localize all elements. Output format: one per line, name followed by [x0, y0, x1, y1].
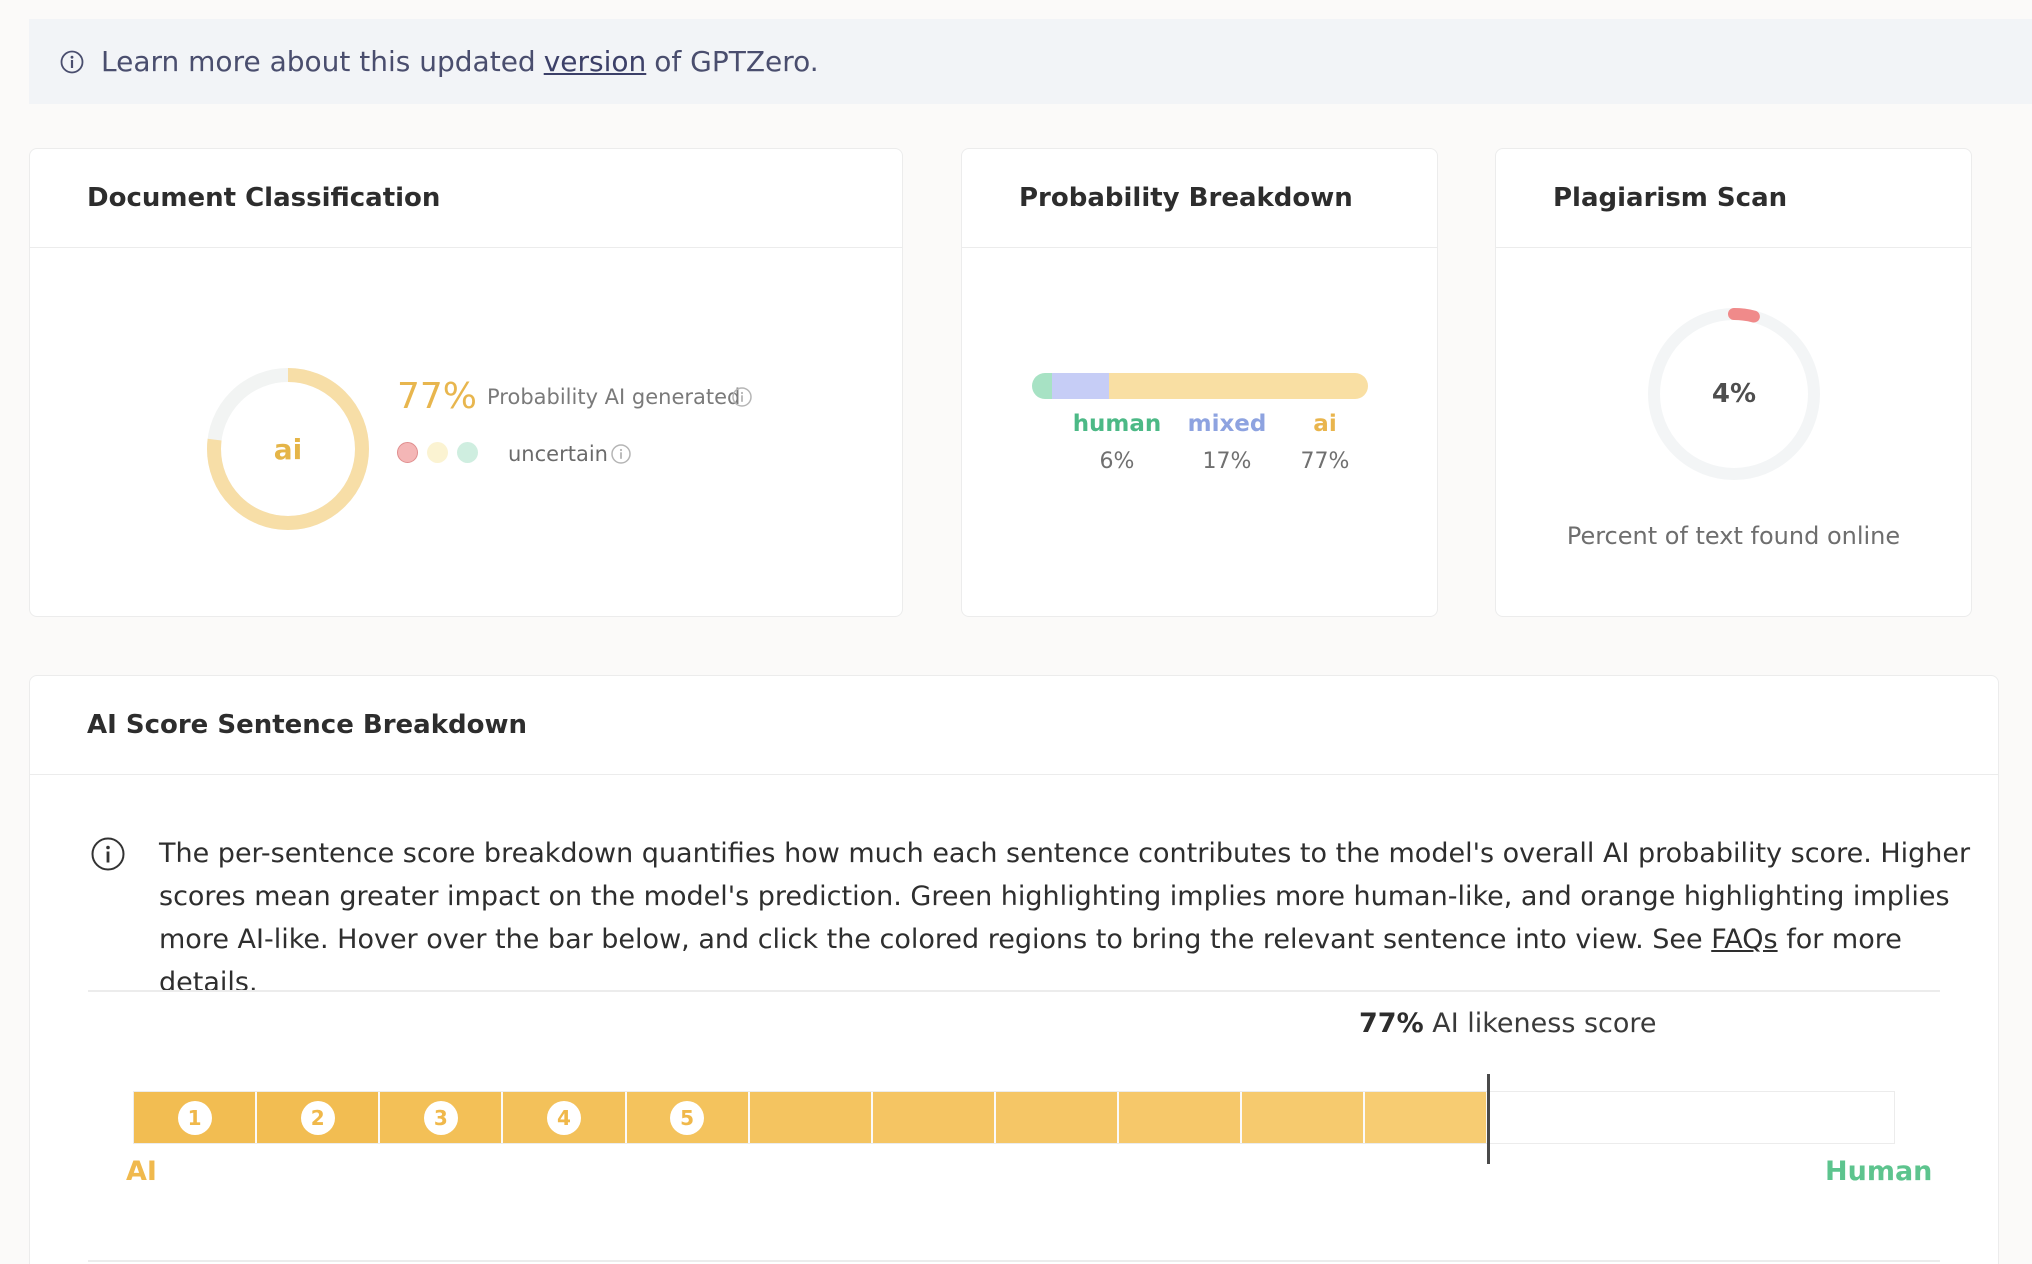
ai-probability-ring: [207, 368, 369, 530]
sentence-breakdown-description: The per-sentence score breakdown quantif…: [159, 832, 1979, 1004]
probability-value-human: 6%: [1099, 449, 1135, 474]
sentence-number-badge: 1: [177, 1100, 212, 1135]
divider: [88, 1260, 1940, 1262]
faqs-link[interactable]: FAQs: [1711, 924, 1778, 955]
ai-likeness-value: 77%: [1359, 1008, 1424, 1039]
human-end-label: Human: [1825, 1156, 1933, 1187]
info-icon: [91, 837, 125, 871]
sentence-breakdown-card: AI Score Sentence Breakdown The per-sent…: [29, 675, 1999, 1264]
certainty-dot-red: [397, 442, 418, 463]
certainty-dot-yellow: [427, 442, 448, 463]
uncertain-info-icon[interactable]: [610, 443, 632, 465]
ring-label: ai: [273, 432, 303, 466]
sentence-number-badge: 5: [670, 1100, 705, 1135]
sentence-segment[interactable]: 2: [257, 1092, 381, 1143]
sentence-number-badge: 4: [546, 1100, 581, 1135]
sentence-segment[interactable]: [1242, 1092, 1366, 1143]
probability-breakdown-card: Probability Breakdown human 6% mixed 17% ai 7…: [961, 148, 1438, 617]
sentence-segment[interactable]: [749, 1092, 873, 1143]
info-banner: Learn more about this updated version of…: [29, 19, 2032, 104]
sentence-segments: 1 2 3 4 5: [134, 1092, 1489, 1143]
plagiarism-percent: 4%: [1711, 379, 1757, 409]
score-marker: [1487, 1074, 1491, 1164]
probability-label: Probability AI generated: [487, 385, 741, 409]
description-text: The per-sentence score breakdown quantif…: [159, 838, 1971, 955]
probability-value-mixed: 17%: [1202, 449, 1252, 474]
sentence-segment[interactable]: 3: [380, 1092, 504, 1143]
certainty-dots: [397, 442, 478, 463]
probability-label-mixed: mixed: [1187, 411, 1267, 437]
plagiarism-ring: [1648, 308, 1820, 480]
banner-text-suffix: of GPTZero.: [654, 45, 819, 78]
version-link[interactable]: version: [543, 45, 647, 78]
sentence-segment[interactable]: [995, 1092, 1119, 1143]
probability-bar: [1032, 373, 1368, 399]
sentence-score-bar[interactable]: 1 2 3 4 5: [133, 1091, 1895, 1144]
probability-info-icon[interactable]: [731, 386, 753, 408]
sentence-segment[interactable]: [1365, 1092, 1489, 1143]
probability-value-ai: 77%: [1300, 449, 1350, 474]
probability-label-ai: ai: [1313, 411, 1337, 437]
plagiarism-scan-card: Plagiarism Scan 4% Percent of text found…: [1495, 148, 1972, 617]
plagiarism-caption: Percent of text found online: [1566, 522, 1901, 550]
probability-label-human: human: [1072, 411, 1162, 437]
ai-probability-percent: 77%: [397, 376, 478, 417]
probability-segment-human: [1032, 373, 1053, 399]
sentence-segment[interactable]: 4: [503, 1092, 627, 1143]
uncertain-label: uncertain: [508, 442, 608, 466]
info-icon: [60, 50, 84, 73]
sentence-segment[interactable]: [872, 1092, 996, 1143]
probability-segment-ai: [1109, 373, 1368, 399]
ai-likeness-score: 77% AI likeness score: [1359, 1008, 1657, 1039]
sentence-breakdown-title: AI Score Sentence Breakdown: [30, 676, 1998, 775]
probability-segment-mixed: [1052, 373, 1110, 399]
sentence-segment[interactable]: [1119, 1092, 1243, 1143]
ai-end-label: AI: [126, 1156, 157, 1187]
sentence-segment[interactable]: 5: [626, 1092, 750, 1143]
probability-breakdown-title: Probability Breakdown: [962, 149, 1437, 248]
document-classification-card: Document Classification ai 77% Probabili…: [29, 148, 903, 617]
banner-text-prefix: Learn more about this updated: [101, 45, 536, 78]
plagiarism-scan-title: Plagiarism Scan: [1496, 149, 1971, 248]
sentence-segment[interactable]: 1: [134, 1092, 258, 1143]
description-end: for more details.: [159, 924, 1902, 998]
document-classification-title: Document Classification: [30, 149, 902, 248]
sentence-number-badge: 3: [423, 1100, 458, 1135]
certainty-dot-green: [457, 442, 478, 463]
sentence-number-badge: 2: [300, 1100, 335, 1135]
ai-likeness-label: AI likeness score: [1432, 1008, 1657, 1039]
divider: [88, 990, 1940, 992]
